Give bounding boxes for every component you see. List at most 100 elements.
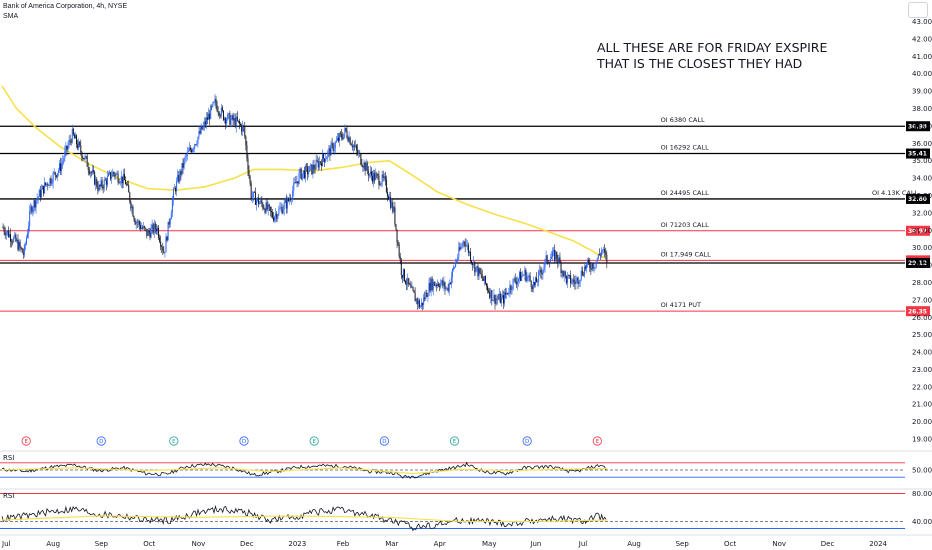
- candle-body: [4, 232, 6, 236]
- candle-body: [598, 254, 600, 255]
- candle-body: [600, 250, 602, 256]
- candle-body: [98, 184, 100, 191]
- candle: [560, 260, 562, 278]
- candle: [531, 284, 533, 293]
- candle-body: [8, 234, 10, 237]
- candle: [72, 127, 74, 136]
- candle-body: [285, 200, 287, 209]
- price-tick-label: 19.00: [912, 436, 932, 444]
- candle: [569, 274, 571, 279]
- candle: [572, 278, 574, 286]
- candle: [470, 247, 472, 264]
- candle-body: [22, 252, 24, 255]
- candle: [170, 209, 172, 220]
- candle-body: [417, 300, 419, 305]
- candle-body: [144, 226, 146, 229]
- candle-body: [261, 200, 263, 204]
- candle: [446, 287, 448, 291]
- candle-body: [205, 117, 207, 125]
- candle-body: [597, 254, 599, 259]
- candle: [399, 252, 401, 265]
- candle-body: [12, 241, 14, 243]
- candle-body: [304, 166, 306, 179]
- settings-button[interactable]: [908, 2, 928, 18]
- event-marker-label: E: [596, 439, 600, 445]
- candle-body: [65, 145, 67, 152]
- candle: [559, 252, 561, 264]
- candle-body: [594, 267, 596, 268]
- candle-body: [56, 173, 58, 178]
- candle-body: [493, 294, 495, 301]
- candle-body: [419, 306, 421, 308]
- event-marker-label: D: [382, 439, 386, 445]
- candle-body: [2, 226, 4, 229]
- candle-body: [48, 185, 50, 187]
- candle: [489, 288, 491, 300]
- sma-indicator-label[interactable]: SMA: [3, 13, 19, 20]
- candle-body: [308, 171, 310, 175]
- time-axis: Jul Aug Sep Oct Nov Dec 2023 Feb Mar Apr May Jun Jul…: [0, 534, 932, 548]
- candle: [153, 219, 155, 239]
- candle: [344, 124, 346, 138]
- candle: [181, 163, 183, 177]
- candle-body: [148, 230, 150, 233]
- candle-body: [137, 221, 139, 223]
- candle-body: [31, 206, 33, 213]
- candle-body: [476, 266, 478, 268]
- candle-body: [333, 148, 335, 151]
- candle: [228, 112, 230, 119]
- candle-body: [140, 227, 142, 229]
- candle: [112, 168, 114, 177]
- candle-body: [300, 168, 302, 180]
- candle-body: [557, 258, 559, 263]
- candle: [539, 264, 541, 276]
- candle-body: [276, 213, 278, 219]
- candle: [558, 254, 560, 267]
- candle: [44, 177, 46, 195]
- candle: [83, 158, 85, 160]
- candle: [210, 104, 212, 120]
- event-marker-circle: [522, 436, 532, 446]
- candle: [288, 193, 290, 205]
- candle: [311, 164, 313, 176]
- candle: [522, 271, 524, 278]
- level-price-tag-text: 29.12: [908, 260, 927, 267]
- candle: [542, 269, 544, 280]
- candle-body: [573, 279, 575, 282]
- candle-body: [426, 292, 428, 298]
- candle-body: [334, 142, 336, 149]
- candle-body: [143, 226, 145, 229]
- candle: [357, 143, 359, 156]
- candle: [395, 223, 397, 231]
- candle: [361, 158, 363, 168]
- candle-body: [360, 153, 362, 165]
- level-price-tag-text: 36.98: [908, 123, 927, 130]
- candle: [171, 196, 173, 218]
- candle-body: [531, 286, 533, 289]
- candle: [513, 276, 515, 283]
- price-tick-label: 34.00: [912, 175, 932, 183]
- candle: [394, 201, 396, 227]
- candle-body: [111, 176, 113, 179]
- candle-body: [292, 190, 294, 199]
- time-tick-label: Sep: [676, 540, 690, 548]
- candle-body: [567, 275, 569, 276]
- candle-body: [158, 227, 160, 238]
- candle-body: [183, 159, 185, 168]
- candle-body: [14, 234, 16, 238]
- price-tick-label: 27.00: [912, 296, 932, 304]
- annotation-line-2: THAT IS THE CLOSEST THEY HAD: [596, 56, 802, 71]
- candle: [433, 281, 435, 287]
- candle-body: [51, 183, 53, 184]
- candle-body: [450, 277, 452, 285]
- candle: [125, 176, 127, 185]
- candle: [105, 177, 107, 191]
- candle: [232, 112, 234, 126]
- candle-body: [541, 272, 543, 275]
- candle: [316, 155, 318, 163]
- candle: [570, 270, 572, 288]
- candle-body: [474, 261, 476, 273]
- candle: [487, 283, 489, 294]
- candle: [40, 184, 42, 199]
